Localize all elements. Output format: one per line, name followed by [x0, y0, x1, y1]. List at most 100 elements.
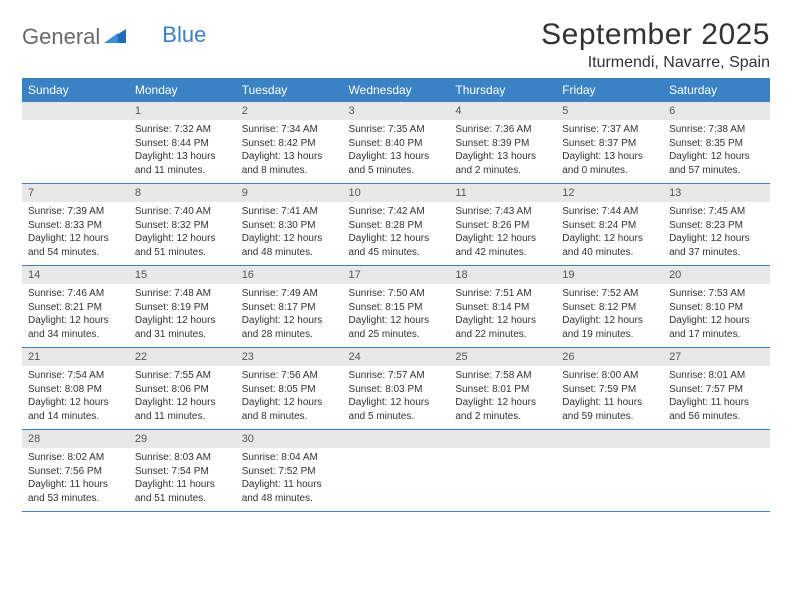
dayhead-monday: Monday: [129, 78, 236, 102]
month-title: September 2025: [541, 18, 770, 52]
sunrise-text: Sunrise: 7:35 AM: [349, 123, 444, 137]
sunrise-text: Sunrise: 7:37 AM: [562, 123, 657, 137]
daylight-text: Daylight: 11 hours and 59 minutes.: [562, 396, 657, 423]
day-details: [556, 448, 663, 506]
sunrise-text: Sunrise: 7:57 AM: [349, 369, 444, 383]
daylight-text: Daylight: 12 hours and 31 minutes.: [135, 314, 230, 341]
calendar-head: SundayMondayTuesdayWednesdayThursdayFrid…: [22, 78, 770, 102]
sunrise-text: Sunrise: 7:48 AM: [135, 287, 230, 301]
empty-cell: [663, 430, 770, 512]
week-row: 1Sunrise: 7:32 AMSunset: 8:44 PMDaylight…: [22, 102, 770, 184]
empty-cell: [556, 430, 663, 512]
sunrise-text: Sunrise: 7:52 AM: [562, 287, 657, 301]
sunset-text: Sunset: 8:06 PM: [135, 383, 230, 397]
day-number: 29: [129, 430, 236, 448]
day-cell: 4Sunrise: 7:36 AMSunset: 8:39 PMDaylight…: [449, 102, 556, 184]
sunset-text: Sunset: 8:01 PM: [455, 383, 550, 397]
sunset-text: Sunset: 8:40 PM: [349, 137, 444, 151]
day-number: 23: [236, 348, 343, 366]
week-row: 14Sunrise: 7:46 AMSunset: 8:21 PMDayligh…: [22, 266, 770, 348]
sunset-text: Sunset: 8:42 PM: [242, 137, 337, 151]
logo-word-1: General: [22, 24, 100, 50]
day-details: Sunrise: 7:51 AMSunset: 8:14 PMDaylight:…: [449, 284, 556, 347]
daylight-text: Daylight: 12 hours and 8 minutes.: [242, 396, 337, 423]
sunset-text: Sunset: 8:33 PM: [28, 219, 123, 233]
daylight-text: Daylight: 13 hours and 11 minutes.: [135, 150, 230, 177]
day-cell: 14Sunrise: 7:46 AMSunset: 8:21 PMDayligh…: [22, 266, 129, 348]
day-number: 3: [343, 102, 450, 120]
calendar-body: 1Sunrise: 7:32 AMSunset: 8:44 PMDaylight…: [22, 102, 770, 512]
day-details: Sunrise: 7:36 AMSunset: 8:39 PMDaylight:…: [449, 120, 556, 183]
sunrise-text: Sunrise: 7:46 AM: [28, 287, 123, 301]
day-cell: 25Sunrise: 7:58 AMSunset: 8:01 PMDayligh…: [449, 348, 556, 430]
day-details: Sunrise: 7:43 AMSunset: 8:26 PMDaylight:…: [449, 202, 556, 265]
day-cell: 21Sunrise: 7:54 AMSunset: 8:08 PMDayligh…: [22, 348, 129, 430]
week-row: 28Sunrise: 8:02 AMSunset: 7:56 PMDayligh…: [22, 430, 770, 512]
daylight-text: Daylight: 12 hours and 22 minutes.: [455, 314, 550, 341]
day-number: 5: [556, 102, 663, 120]
day-number: 2: [236, 102, 343, 120]
day-details: Sunrise: 8:01 AMSunset: 7:57 PMDaylight:…: [663, 366, 770, 429]
day-cell: 20Sunrise: 7:53 AMSunset: 8:10 PMDayligh…: [663, 266, 770, 348]
day-cell: 24 Sunrise: 7:57 AMSunset: 8:03 PMDayligh…: [343, 348, 450, 430]
day-number: 15: [129, 266, 236, 284]
sunrise-text: Sunrise: 8:03 AM: [135, 451, 230, 465]
day-cell: 11Sunrise: 7:43 AMSunset: 8:26 PMDayligh…: [449, 184, 556, 266]
sunrise-text: Sunrise: 7:45 AM: [669, 205, 764, 219]
sunset-text: Sunset: 8:39 PM: [455, 137, 550, 151]
daylight-text: Daylight: 12 hours and 5 minutes.: [349, 396, 444, 423]
day-details: Sunrise: 7:48 AMSunset: 8:19 PMDaylight:…: [129, 284, 236, 347]
dayhead-sunday: Sunday: [22, 78, 129, 102]
day-number: 10: [343, 184, 450, 202]
week-row: 7Sunrise: 7:39 AMSunset: 8:33 PMDaylight…: [22, 184, 770, 266]
day-number: 11: [449, 184, 556, 202]
day-cell: 28Sunrise: 8:02 AMSunset: 7:56 PMDayligh…: [22, 430, 129, 512]
location-subtitle: Iturmendi, Navarre, Spain: [541, 54, 770, 72]
sunset-text: Sunset: 7:52 PM: [242, 465, 337, 479]
day-cell: 6Sunrise: 7:38 AMSunset: 8:35 PMDaylight…: [663, 102, 770, 184]
daylight-text: Daylight: 11 hours and 48 minutes.: [242, 478, 337, 505]
week-row: 21Sunrise: 7:54 AMSunset: 8:08 PMDayligh…: [22, 348, 770, 430]
brand-logo: General Blue: [22, 18, 206, 50]
sunset-text: Sunset: 8:05 PM: [242, 383, 337, 397]
day-cell: 26Sunrise: 8:00 AMSunset: 7:59 PMDayligh…: [556, 348, 663, 430]
sunset-text: Sunset: 8:21 PM: [28, 301, 123, 315]
day-cell: 3Sunrise: 7:35 AMSunset: 8:40 PMDaylight…: [343, 102, 450, 184]
day-number: 26: [556, 348, 663, 366]
day-number: [663, 430, 770, 448]
sunset-text: Sunset: 8:10 PM: [669, 301, 764, 315]
day-details: [22, 120, 129, 178]
day-number: 22: [129, 348, 236, 366]
day-details: Sunrise: 7:32 AMSunset: 8:44 PMDaylight:…: [129, 120, 236, 183]
day-details: Sunrise: 7:38 AMSunset: 8:35 PMDaylight:…: [663, 120, 770, 183]
sunrise-text: Sunrise: 7:54 AM: [28, 369, 123, 383]
sunset-text: Sunset: 8:23 PM: [669, 219, 764, 233]
daylight-text: Daylight: 12 hours and 48 minutes.: [242, 232, 337, 259]
sunset-text: Sunset: 8:03 PM: [349, 383, 444, 397]
day-details: Sunrise: 7:34 AMSunset: 8:42 PMDaylight:…: [236, 120, 343, 183]
day-cell: 7Sunrise: 7:39 AMSunset: 8:33 PMDaylight…: [22, 184, 129, 266]
daylight-text: Daylight: 12 hours and 57 minutes.: [669, 150, 764, 177]
day-details: Sunrise: 8:00 AMSunset: 7:59 PMDaylight:…: [556, 366, 663, 429]
day-number: 28: [22, 430, 129, 448]
day-details: Sunrise: 8:04 AMSunset: 7:52 PMDaylight:…: [236, 448, 343, 511]
sunrise-text: Sunrise: 8:02 AM: [28, 451, 123, 465]
sunset-text: Sunset: 7:59 PM: [562, 383, 657, 397]
day-number: 24: [343, 348, 450, 366]
day-number: 16: [236, 266, 343, 284]
daylight-text: Daylight: 11 hours and 53 minutes.: [28, 478, 123, 505]
day-details: Sunrise: 7:45 AMSunset: 8:23 PMDaylight:…: [663, 202, 770, 265]
sunrise-text: Sunrise: 7:32 AM: [135, 123, 230, 137]
sunrise-text: Sunrise: 7:44 AM: [562, 205, 657, 219]
sunset-text: Sunset: 8:15 PM: [349, 301, 444, 315]
day-details: Sunrise: 7:46 AMSunset: 8:21 PMDaylight:…: [22, 284, 129, 347]
empty-cell: [449, 430, 556, 512]
day-number: 18: [449, 266, 556, 284]
day-number: 7: [22, 184, 129, 202]
day-details: Sunrise: 7:39 AMSunset: 8:33 PMDaylight:…: [22, 202, 129, 265]
sunset-text: Sunset: 8:37 PM: [562, 137, 657, 151]
day-details: Sunrise: 7:42 AMSunset: 8:28 PMDaylight:…: [343, 202, 450, 265]
day-cell: 23Sunrise: 7:56 AMSunset: 8:05 PMDayligh…: [236, 348, 343, 430]
day-details: Sunrise: 7:40 AMSunset: 8:32 PMDaylight:…: [129, 202, 236, 265]
day-details: Sunrise: 7:35 AMSunset: 8:40 PMDaylight:…: [343, 120, 450, 183]
